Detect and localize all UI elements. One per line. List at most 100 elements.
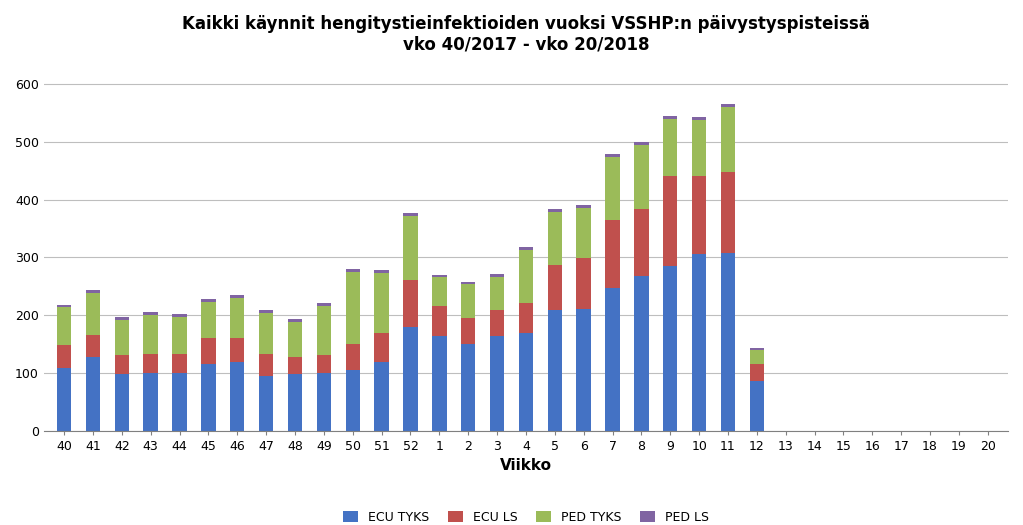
Bar bbox=[317, 373, 331, 430]
Bar bbox=[692, 120, 706, 176]
Bar bbox=[606, 154, 620, 158]
Bar bbox=[461, 318, 476, 344]
Bar bbox=[490, 337, 504, 430]
Bar bbox=[403, 216, 417, 280]
Bar bbox=[663, 116, 677, 119]
Bar bbox=[663, 176, 677, 266]
Bar bbox=[346, 344, 360, 370]
Bar bbox=[57, 308, 72, 345]
Bar bbox=[519, 303, 533, 333]
Bar bbox=[547, 310, 562, 430]
Bar bbox=[547, 209, 562, 212]
Bar bbox=[259, 313, 273, 354]
Bar bbox=[374, 273, 389, 333]
Bar bbox=[432, 278, 447, 307]
Bar bbox=[634, 142, 649, 145]
Bar bbox=[143, 312, 158, 315]
Bar bbox=[86, 290, 100, 293]
Bar bbox=[86, 334, 100, 356]
Bar bbox=[576, 205, 591, 207]
Bar bbox=[172, 354, 187, 373]
Legend: ECU TYKS, ECU LS, PED TYKS, PED LS: ECU TYKS, ECU LS, PED TYKS, PED LS bbox=[343, 511, 709, 523]
Bar bbox=[721, 253, 736, 430]
Bar bbox=[750, 382, 764, 430]
Bar bbox=[202, 364, 216, 430]
Bar bbox=[519, 247, 533, 250]
Bar bbox=[576, 309, 591, 430]
Bar bbox=[663, 266, 677, 430]
Bar bbox=[230, 338, 244, 362]
Bar bbox=[57, 345, 72, 368]
Bar bbox=[576, 207, 591, 258]
Bar bbox=[346, 370, 360, 430]
Bar bbox=[143, 315, 158, 354]
Bar bbox=[576, 258, 591, 309]
Bar bbox=[403, 280, 417, 327]
Bar bbox=[230, 362, 244, 430]
Bar bbox=[287, 322, 302, 356]
Bar bbox=[403, 213, 417, 216]
Bar bbox=[57, 368, 72, 430]
Bar bbox=[143, 373, 158, 430]
Bar bbox=[634, 276, 649, 430]
Bar bbox=[432, 275, 447, 278]
Bar bbox=[230, 295, 244, 298]
Bar bbox=[750, 364, 764, 382]
Bar bbox=[606, 220, 620, 288]
Bar bbox=[317, 355, 331, 373]
Bar bbox=[172, 373, 187, 430]
Bar bbox=[432, 337, 447, 430]
Bar bbox=[374, 362, 389, 430]
Bar bbox=[115, 374, 129, 430]
Bar bbox=[346, 272, 360, 344]
Bar bbox=[317, 307, 331, 355]
Bar bbox=[202, 302, 216, 338]
Bar bbox=[259, 354, 273, 376]
Bar bbox=[606, 288, 620, 430]
Bar bbox=[172, 314, 187, 317]
Bar bbox=[172, 317, 187, 354]
Bar bbox=[230, 298, 244, 338]
Bar bbox=[57, 304, 72, 308]
Bar bbox=[461, 285, 476, 318]
X-axis label: Viikko: Viikko bbox=[500, 458, 552, 473]
Bar bbox=[259, 310, 273, 313]
Bar bbox=[143, 354, 158, 373]
Bar bbox=[519, 333, 533, 430]
Bar bbox=[634, 209, 649, 276]
Bar bbox=[259, 376, 273, 430]
Bar bbox=[461, 281, 476, 285]
Bar bbox=[750, 350, 764, 364]
Bar bbox=[115, 320, 129, 355]
Bar bbox=[663, 119, 677, 176]
Bar bbox=[606, 158, 620, 220]
Bar bbox=[750, 348, 764, 350]
Bar bbox=[86, 293, 100, 334]
Bar bbox=[721, 107, 736, 172]
Bar bbox=[202, 299, 216, 302]
Bar bbox=[287, 319, 302, 322]
Bar bbox=[721, 172, 736, 253]
Bar bbox=[634, 145, 649, 209]
Bar bbox=[317, 303, 331, 307]
Bar bbox=[490, 274, 504, 277]
Bar bbox=[346, 269, 360, 272]
Bar bbox=[287, 374, 302, 430]
Bar bbox=[432, 307, 447, 337]
Bar bbox=[692, 176, 706, 255]
Bar bbox=[115, 355, 129, 374]
Bar bbox=[202, 338, 216, 364]
Bar bbox=[374, 333, 389, 362]
Bar bbox=[490, 277, 504, 310]
Bar bbox=[287, 356, 302, 374]
Bar bbox=[547, 265, 562, 310]
Bar bbox=[692, 117, 706, 120]
Bar bbox=[547, 212, 562, 265]
Bar bbox=[374, 270, 389, 273]
Bar bbox=[461, 344, 476, 430]
Bar bbox=[403, 327, 417, 430]
Bar bbox=[721, 104, 736, 107]
Bar bbox=[115, 317, 129, 320]
Title: Kaikki käynnit hengitystieinfektioiden vuoksi VSSHP:n päivystyspisteissä
vko 40/: Kaikki käynnit hengitystieinfektioiden v… bbox=[182, 15, 870, 54]
Bar bbox=[692, 255, 706, 430]
